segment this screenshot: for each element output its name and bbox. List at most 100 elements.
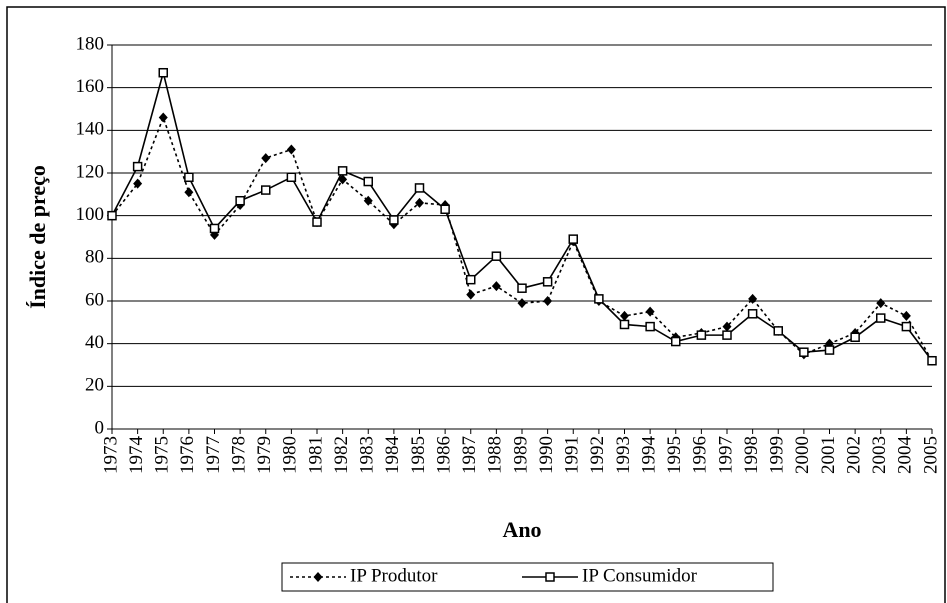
x-tick-label: 1993 <box>613 436 634 474</box>
data-point <box>876 298 886 309</box>
data-point <box>696 330 707 340</box>
data-point <box>747 309 758 319</box>
data-point <box>209 223 220 234</box>
data-point <box>645 321 655 332</box>
x-tick-label: 1984 <box>382 436 403 475</box>
chart-border <box>6 6 946 603</box>
x-tick-label: 1990 <box>536 436 557 474</box>
data-point <box>901 321 912 332</box>
data-point <box>671 336 681 347</box>
data-point <box>542 277 553 287</box>
x-tick-label: 1978 <box>228 436 249 474</box>
data-point <box>312 217 322 227</box>
data-point <box>158 112 168 123</box>
data-point <box>158 67 168 78</box>
x-tick-label: 1985 <box>408 436 429 474</box>
data-point <box>337 166 348 176</box>
data-point <box>132 161 143 172</box>
legend-label: IP Produtor <box>350 565 438 586</box>
y-tick-label: 0 <box>95 417 105 438</box>
x-tick-label: 1973 <box>100 436 121 474</box>
x-tick-label: 1988 <box>485 436 506 474</box>
x-tick-label: 1995 <box>664 436 685 474</box>
data-point <box>594 294 604 304</box>
x-tick-label: 1974 <box>126 436 147 475</box>
data-point <box>363 176 373 187</box>
y-axis-label: Índice de preço <box>25 165 50 309</box>
data-point <box>415 197 424 208</box>
data-point <box>901 310 911 321</box>
legend-marker <box>545 572 555 582</box>
data-point <box>850 332 860 343</box>
data-point <box>133 178 143 189</box>
x-tick-label: 1981 <box>305 436 326 474</box>
x-tick-label: 2000 <box>792 436 813 474</box>
data-point <box>543 296 553 306</box>
data-point <box>722 330 732 340</box>
data-point <box>466 289 476 300</box>
y-tick-label: 100 <box>76 204 105 225</box>
data-point <box>876 313 886 323</box>
x-tick-label: 1979 <box>254 436 275 474</box>
x-tick-label: 1992 <box>587 436 608 474</box>
legend-marker <box>313 572 323 582</box>
x-tick-label: 1996 <box>690 436 711 474</box>
data-point <box>491 281 501 292</box>
data-point <box>491 251 502 261</box>
data-point <box>414 183 425 193</box>
data-point <box>261 153 271 164</box>
x-tick-label: 1982 <box>331 436 352 474</box>
y-tick-label: 80 <box>85 247 104 268</box>
data-point <box>619 319 630 330</box>
y-tick-label: 140 <box>76 119 105 140</box>
x-tick-label: 1994 <box>638 436 659 475</box>
x-tick-label: 2004 <box>895 436 916 475</box>
x-tick-label: 2003 <box>869 436 890 474</box>
data-point <box>799 347 809 357</box>
y-tick-label: 180 <box>76 33 105 54</box>
data-point <box>927 355 937 366</box>
data-point <box>773 326 783 336</box>
data-point <box>722 321 732 332</box>
x-tick-label: 1975 <box>152 436 173 474</box>
legend-label: IP Consumidor <box>582 565 698 586</box>
data-point <box>517 283 527 293</box>
data-point <box>235 195 245 206</box>
x-tick-label: 1991 <box>562 436 583 474</box>
data-point <box>286 144 296 155</box>
data-point <box>824 345 835 355</box>
x-tick-label: 1980 <box>280 436 301 474</box>
data-point <box>261 185 271 195</box>
data-point <box>389 215 399 225</box>
data-point <box>363 195 373 206</box>
x-axis-label: Ano <box>502 517 541 542</box>
y-tick-label: 40 <box>85 332 104 353</box>
data-point <box>645 306 655 317</box>
data-point <box>184 172 194 183</box>
x-tick-label: 2005 <box>920 436 941 474</box>
x-tick-label: 1976 <box>177 436 198 474</box>
data-point <box>517 298 527 309</box>
y-tick-label: 160 <box>76 76 105 97</box>
data-point <box>440 204 450 215</box>
data-point <box>286 172 297 183</box>
data-point <box>107 210 117 221</box>
data-point <box>568 234 578 244</box>
x-tick-label: 1998 <box>741 436 762 474</box>
x-tick-label: 1983 <box>357 436 378 474</box>
x-tick-label: 2002 <box>843 436 864 474</box>
data-point <box>184 187 194 198</box>
x-tick-label: 1986 <box>433 436 454 474</box>
y-tick-label: 60 <box>85 289 104 310</box>
y-tick-label: 120 <box>76 161 105 182</box>
data-point <box>620 310 629 321</box>
data-point <box>466 274 476 285</box>
x-tick-label: 1987 <box>459 436 480 474</box>
x-tick-label: 2001 <box>818 436 839 474</box>
data-point <box>748 293 758 304</box>
x-tick-label: 1977 <box>203 436 224 474</box>
x-tick-label: 1999 <box>767 436 788 474</box>
y-tick-label: 20 <box>85 375 104 396</box>
x-tick-label: 1997 <box>715 436 736 474</box>
